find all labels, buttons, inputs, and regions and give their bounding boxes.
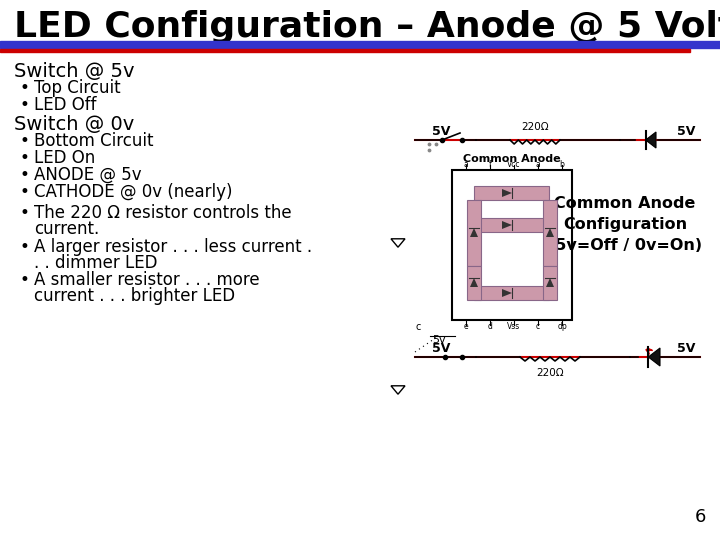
Text: 5V: 5V [677,125,695,138]
Text: •: • [20,271,30,289]
Text: 5V: 5V [432,342,451,355]
Bar [474,186,549,200]
Bar [474,218,549,232]
Text: a: a [464,160,469,169]
Polygon shape [546,228,554,237]
Text: b: b [559,160,564,169]
Bar [467,266,481,300]
Text: Common Anode
Configuration
(5v=Off / 0v=On): Common Anode Configuration (5v=Off / 0v=… [548,197,702,253]
Polygon shape [502,289,512,297]
Text: A smaller resistor . . . more: A smaller resistor . . . more [34,271,260,289]
Polygon shape [391,239,405,247]
Text: dp: dp [557,322,567,331]
Bar [0,41,720,48]
Text: d: d [487,322,492,331]
Text: Top Circuit: Top Circuit [34,79,121,97]
Text: a: a [536,160,541,169]
Text: 220Ω: 220Ω [521,122,549,132]
Text: Switch @ 0v: Switch @ 0v [14,115,134,134]
Text: 5V: 5V [677,342,695,355]
Bar [452,170,572,320]
Text: •: • [20,166,30,184]
Bar [0,49,690,52]
Text: current.: current. [34,220,99,238]
Polygon shape [470,228,478,237]
Text: Vcc: Vcc [508,160,521,169]
Text: Common Anode: Common Anode [463,154,561,164]
Text: •: • [20,238,30,256]
Text: f: f [489,160,491,169]
Text: Vss: Vss [508,322,521,331]
Text: Bottom Circuit: Bottom Circuit [34,132,153,150]
Text: •: • [20,96,30,114]
Text: •: • [20,204,30,222]
Text: LED Off: LED Off [34,96,96,114]
Text: •: • [20,79,30,97]
Text: •: • [20,183,30,201]
Text: •: • [20,132,30,150]
Text: 220Ω: 220Ω [536,368,564,378]
Polygon shape [502,189,512,197]
Polygon shape [646,132,656,148]
Text: LED Configuration – Anode @ 5 Volts: LED Configuration – Anode @ 5 Volts [14,10,720,44]
Text: A larger resistor . . . less current .: A larger resistor . . . less current . [34,238,312,256]
Polygon shape [546,278,554,287]
Text: current . . . brighter LED: current . . . brighter LED [34,287,235,305]
Text: ANODE @ 5v: ANODE @ 5v [34,166,142,184]
Text: The 220 Ω resistor controls the: The 220 Ω resistor controls the [34,204,292,222]
Text: 5V: 5V [432,125,451,138]
Polygon shape [391,386,405,394]
Text: 5v: 5v [432,335,446,345]
Text: 6: 6 [695,508,706,526]
Text: c: c [536,322,540,331]
Text: c: c [416,322,421,332]
Polygon shape [470,278,478,287]
Text: . . dimmer LED: . . dimmer LED [34,254,158,272]
Text: Switch @ 5v: Switch @ 5v [14,62,135,81]
Text: e: e [464,322,468,331]
Bar [474,286,549,300]
Text: LED On: LED On [34,149,95,167]
Text: CATHODE @ 0v (nearly): CATHODE @ 0v (nearly) [34,183,233,201]
Polygon shape [648,348,660,366]
Text: •: • [20,149,30,167]
Bar [543,266,557,300]
Bar [467,200,481,266]
Bar [543,200,557,266]
Polygon shape [502,221,512,229]
